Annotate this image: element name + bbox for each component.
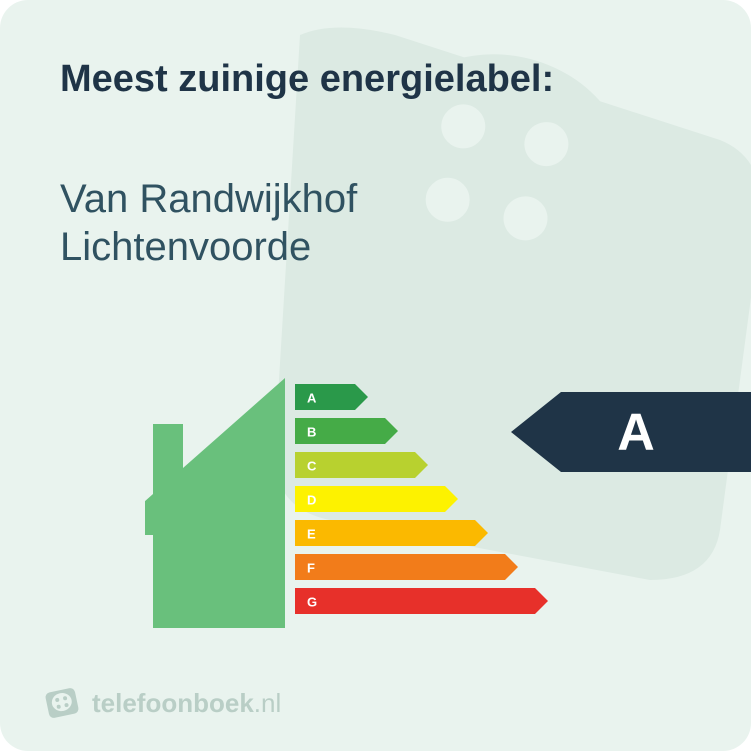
energy-bar-f [295,554,518,580]
energy-bar-e [295,520,488,546]
page-title: Meest zuinige energielabel: [60,58,554,101]
energy-bar-label-e: E [307,527,316,542]
energy-bar-label-c: C [307,459,317,474]
footer-logo-icon [44,685,80,721]
card: Meest zuinige energielabel: Van Randwijk… [0,0,751,751]
energy-bar-g [295,588,548,614]
energy-bar-label-f: F [307,561,315,576]
rating-pointer: A [511,392,751,472]
energy-bar-label-b: B [307,425,316,440]
house-icon [145,378,285,628]
energy-bar-label-d: D [307,493,316,508]
energy-bar-d [295,486,458,512]
energy-label-chart: A B C D E F G [145,370,555,640]
energy-bar-a [295,384,368,410]
footer-brand-bold: telefoonboek [92,688,254,718]
footer-brand-light: .nl [254,688,281,718]
footer-brand: telefoonboek.nl [92,688,281,719]
svg-text:A: A [617,404,655,462]
footer: telefoonboek.nl [44,685,281,721]
energy-bar-label-a: A [307,391,317,406]
location-line2: Lichtenvoorde [60,225,311,269]
energy-bar-label-g: G [307,595,317,610]
location-line1: Van Randwijkhof [60,177,357,221]
location-name: Van Randwijkhof Lichtenvoorde [60,175,357,271]
